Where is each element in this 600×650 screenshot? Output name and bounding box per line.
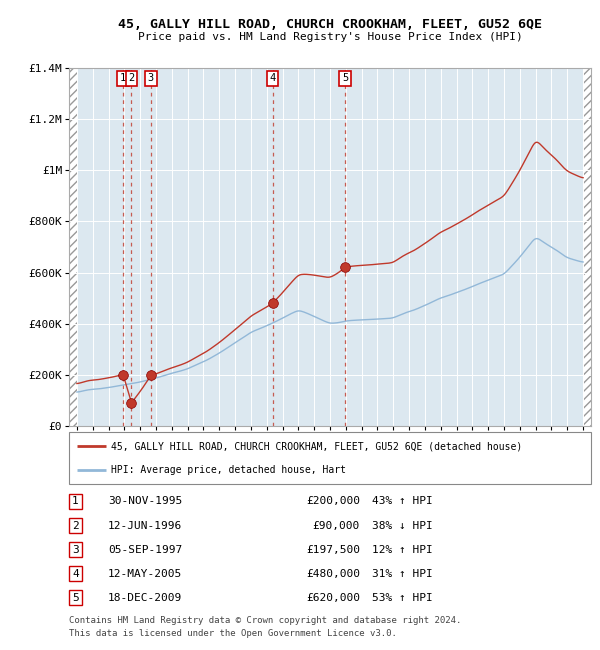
Text: 12-JUN-1996: 12-JUN-1996: [108, 521, 182, 530]
Text: 18-DEC-2009: 18-DEC-2009: [108, 593, 182, 603]
FancyBboxPatch shape: [69, 432, 591, 484]
Bar: [583, 68, 591, 426]
Text: 53% ↑ HPI: 53% ↑ HPI: [372, 593, 433, 603]
Text: 38% ↓ HPI: 38% ↓ HPI: [372, 521, 433, 530]
Text: 12% ↑ HPI: 12% ↑ HPI: [372, 545, 433, 554]
Text: This data is licensed under the Open Government Licence v3.0.: This data is licensed under the Open Gov…: [69, 629, 397, 638]
Text: 5: 5: [342, 73, 349, 83]
Text: 3: 3: [72, 545, 79, 554]
Text: Price paid vs. HM Land Registry's House Price Index (HPI): Price paid vs. HM Land Registry's House …: [137, 32, 523, 42]
Text: 12-MAY-2005: 12-MAY-2005: [108, 569, 182, 578]
Text: 2: 2: [128, 73, 134, 83]
Text: 4: 4: [269, 73, 276, 83]
Text: 45, GALLY HILL ROAD, CHURCH CROOKHAM, FLEET, GU52 6QE (detached house): 45, GALLY HILL ROAD, CHURCH CROOKHAM, FL…: [111, 441, 522, 451]
Text: £90,000: £90,000: [313, 521, 360, 530]
Text: 45, GALLY HILL ROAD, CHURCH CROOKHAM, FLEET, GU52 6QE: 45, GALLY HILL ROAD, CHURCH CROOKHAM, FL…: [118, 18, 542, 31]
Text: 4: 4: [72, 569, 79, 578]
Text: 3: 3: [148, 73, 154, 83]
Text: 2: 2: [72, 521, 79, 530]
Bar: [69, 68, 77, 426]
Text: HPI: Average price, detached house, Hart: HPI: Average price, detached house, Hart: [111, 465, 346, 475]
Text: £480,000: £480,000: [306, 569, 360, 578]
Text: 30-NOV-1995: 30-NOV-1995: [108, 497, 182, 506]
Text: 31% ↑ HPI: 31% ↑ HPI: [372, 569, 433, 578]
Text: £200,000: £200,000: [306, 497, 360, 506]
Text: 5: 5: [72, 593, 79, 603]
Text: £197,500: £197,500: [306, 545, 360, 554]
Text: 1: 1: [72, 497, 79, 506]
Text: 1: 1: [120, 73, 126, 83]
Text: £620,000: £620,000: [306, 593, 360, 603]
Text: Contains HM Land Registry data © Crown copyright and database right 2024.: Contains HM Land Registry data © Crown c…: [69, 616, 461, 625]
Text: 43% ↑ HPI: 43% ↑ HPI: [372, 497, 433, 506]
Text: 05-SEP-1997: 05-SEP-1997: [108, 545, 182, 554]
